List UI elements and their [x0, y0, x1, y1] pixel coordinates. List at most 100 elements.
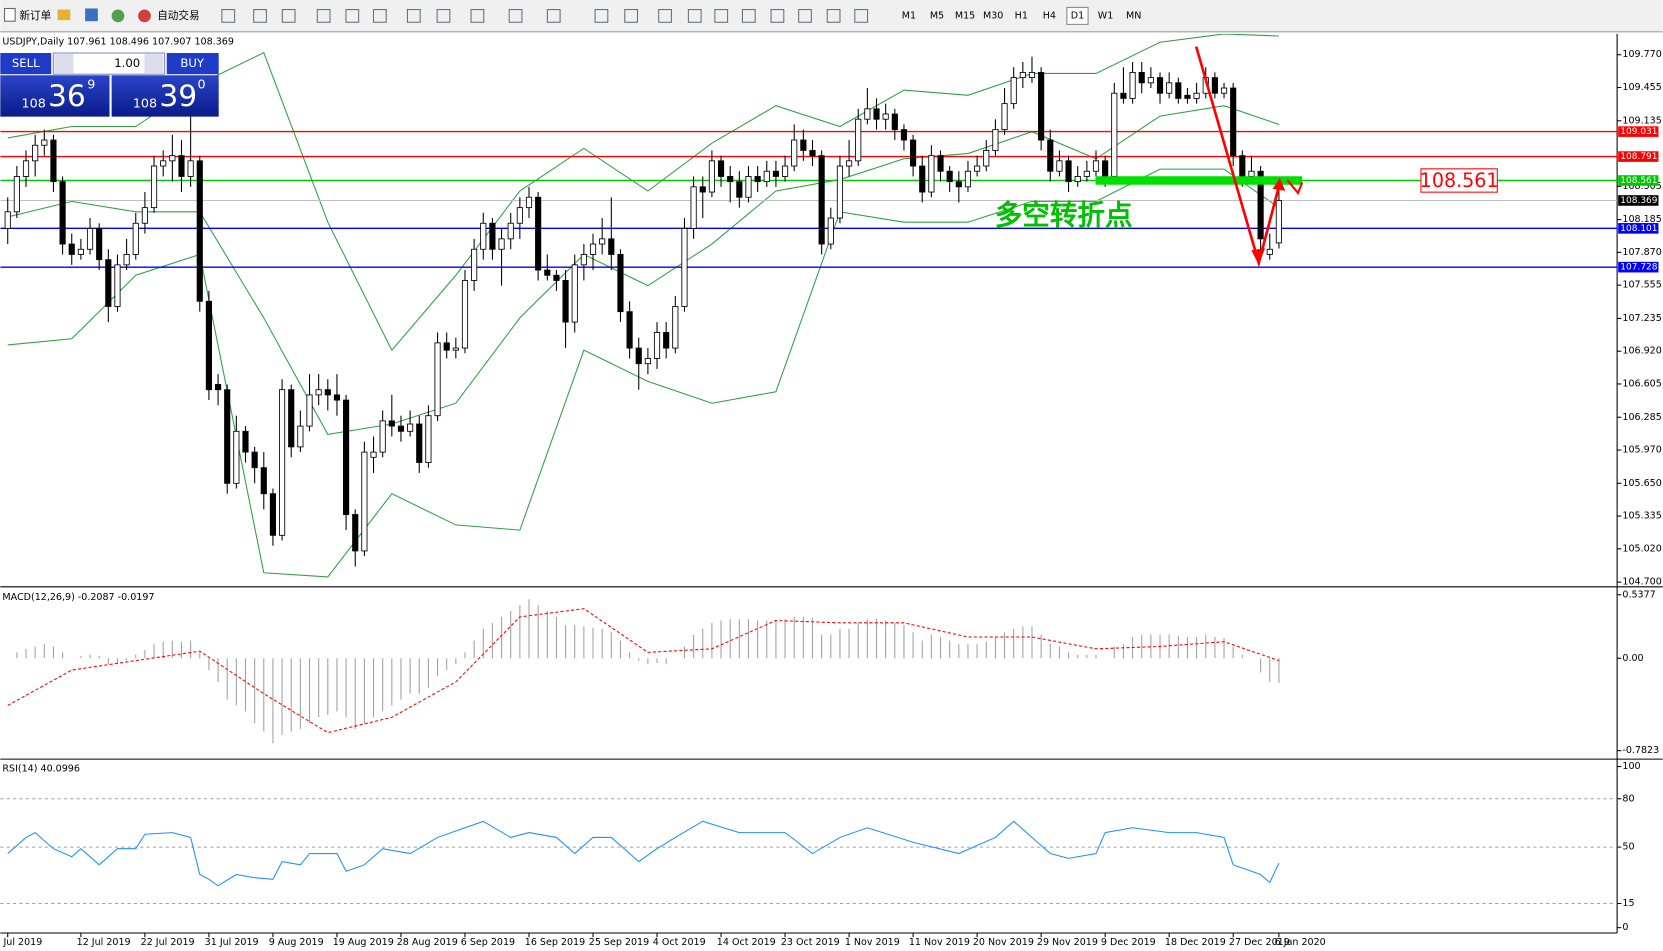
buy-label[interactable]: BUY: [180, 56, 205, 70]
y-tick-label: 108.505: [1622, 181, 1661, 192]
tool-button[interactable]: [594, 9, 609, 23]
lot-field[interactable]: [52, 52, 166, 75]
x-tick-label: 29 Nov 2019: [1037, 937, 1098, 948]
tool-button[interactable]: [854, 9, 869, 23]
ask-big: 108: [133, 95, 157, 110]
lot-down[interactable]: [54, 54, 74, 74]
x-tick-label: 16 Sep 2019: [525, 937, 585, 948]
price-callout-text: 108.561: [1420, 170, 1499, 192]
date-axis: Jul 2019 12 Jul 2019 22 Jul 2019 31 Jul 201…: [2, 932, 1326, 948]
candle-body: [516, 207, 523, 224]
timeframe-button[interactable]: D1: [1071, 10, 1084, 21]
timeframe-button[interactable]: W1: [1098, 10, 1114, 21]
tool-button[interactable]: [826, 9, 841, 23]
candle-body: [233, 430, 240, 484]
candle-body: [937, 155, 944, 172]
candle-body: [1120, 92, 1127, 99]
plot: [0, 33, 1618, 578]
signal-line: [7, 608, 1280, 734]
tool-button[interactable]: [770, 9, 785, 23]
ask-main: 39: [159, 78, 197, 113]
toolbar-icon[interactable]: [57, 9, 71, 21]
timeframe-button[interactable]: H1: [1015, 10, 1028, 21]
tool-button[interactable]: [798, 9, 812, 23]
toolbar-icon[interactable]: [85, 8, 98, 22]
tool-button[interactable]: [345, 9, 360, 23]
candle-body: [288, 389, 295, 448]
sell-label[interactable]: SELL: [12, 56, 40, 70]
candle-body: [269, 493, 277, 536]
candle-body: [32, 144, 39, 162]
tool-button[interactable]: [406, 9, 421, 23]
lot-up[interactable]: [144, 54, 164, 74]
active-timeframe[interactable]: [1066, 6, 1089, 25]
x-tick-label: 27 Dec 2019: [1229, 937, 1290, 948]
candle-body: [617, 254, 624, 313]
candle-body: [992, 129, 999, 151]
candle-body: [141, 207, 148, 224]
tool-button[interactable]: [372, 9, 387, 23]
auto-trading-icon[interactable]: [138, 9, 151, 23]
x-tick-label: 11 Nov 2019: [909, 937, 970, 948]
trade-panel: SELL 1.00 BUY 108 36 9 108 39 0: [0, 52, 219, 117]
tool-button[interactable]: [658, 9, 672, 23]
candle-body: [1239, 155, 1246, 177]
sell-button[interactable]: [0, 53, 52, 75]
ask-frac: 0: [198, 76, 206, 91]
candle-body: [717, 160, 725, 177]
candle-body: [1102, 160, 1109, 177]
tool-button[interactable]: [470, 9, 485, 23]
timeframe-button[interactable]: MN: [1126, 10, 1141, 21]
timeframes: M1 M5 M15 M30 H1 H4 D1 W1 MN: [902, 6, 1141, 25]
candle-body: [205, 300, 212, 391]
candle-body: [727, 176, 734, 183]
lot-value[interactable]: 1.00: [114, 56, 140, 70]
candle-body: [882, 113, 889, 120]
candle-body: [333, 394, 341, 401]
timeframe-button[interactable]: H4: [1043, 10, 1056, 21]
candle-body: [964, 170, 972, 188]
tool-button[interactable]: [624, 9, 639, 23]
tool-button[interactable]: [714, 9, 729, 23]
candle-body: [1230, 87, 1237, 157]
macd-header: MACD(12,26,9) -0.2087 -0.0197: [2, 591, 154, 602]
candle-body: [160, 160, 167, 167]
candle-body: [77, 248, 84, 255]
tool-button[interactable]: [281, 9, 296, 23]
tool-button[interactable]: [741, 9, 756, 23]
tool-button[interactable]: [687, 9, 702, 23]
candle-body: [178, 155, 185, 177]
tool-button[interactable]: [221, 9, 236, 23]
timeframe-button[interactable]: M5: [930, 10, 944, 21]
candle-body: [928, 155, 935, 193]
candle-body: [96, 228, 103, 261]
ask-box[interactable]: [111, 75, 219, 117]
tool-button[interactable]: [436, 9, 451, 23]
tool-button[interactable]: [253, 9, 267, 23]
timeframe-button[interactable]: M1: [902, 10, 916, 21]
candle-body: [791, 139, 798, 167]
tool-button[interactable]: [316, 9, 331, 23]
candle-body: [1275, 200, 1282, 244]
tool-button[interactable]: [546, 9, 561, 23]
candle-body: [809, 150, 816, 157]
candle-body: [4, 211, 11, 229]
candle-body: [68, 243, 75, 255]
candle-body: [1028, 71, 1036, 79]
y-tick-label: 80: [1622, 793, 1634, 804]
buy-button[interactable]: [166, 53, 219, 75]
timeframe-button[interactable]: M15: [955, 10, 975, 21]
candle-body: [690, 186, 697, 229]
candle-body: [626, 311, 633, 349]
auto-trading-button[interactable]: 自动交易: [157, 9, 199, 22]
bid-box[interactable]: [0, 75, 110, 117]
arrow-head: [1251, 248, 1266, 266]
tool-button[interactable]: [508, 9, 523, 23]
candle-body: [1266, 248, 1273, 255]
new-order-icon[interactable]: [4, 7, 16, 22]
candle-body: [635, 347, 642, 365]
toolbar-icon[interactable]: [111, 9, 125, 23]
timeframe-button[interactable]: M30: [983, 10, 1003, 21]
new-order-button[interactable]: 新订单: [19, 9, 51, 22]
candle-body: [800, 139, 807, 151]
